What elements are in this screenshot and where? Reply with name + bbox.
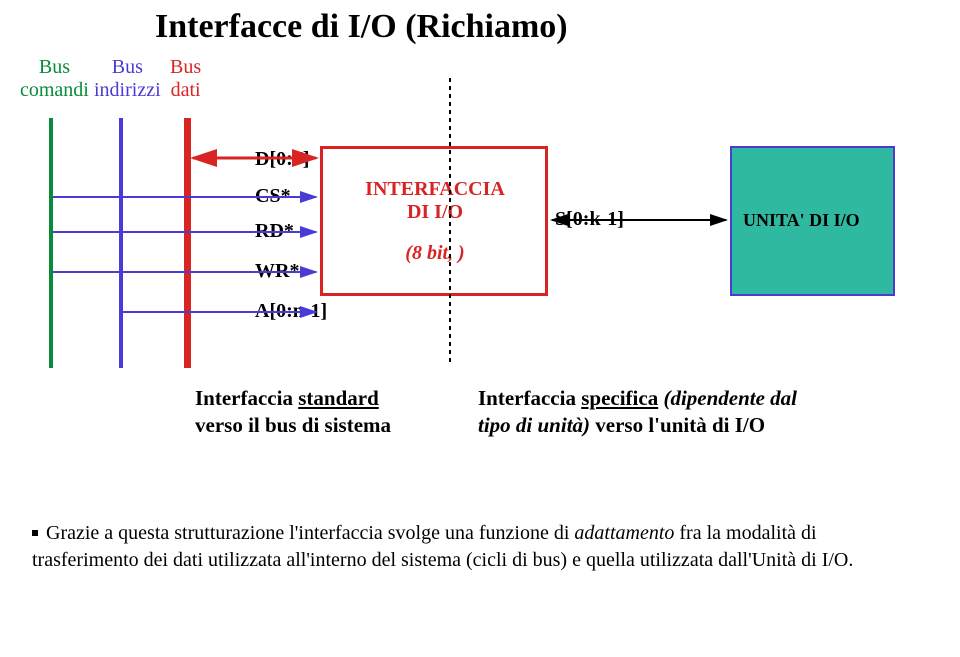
bus-bar-comandi [49,118,53,368]
bus-label-dati: Bus dati [170,56,201,102]
right-description: Interfaccia specifica (dipendente dal ti… [478,385,797,440]
right-desc-l2-ital: tipo di unità) [478,413,590,437]
bullet-paragraph: Grazie a questa strutturazione l'interfa… [32,520,928,574]
signal-wr: WR* [255,260,299,283]
right-desc-ital: (dipendente dal [658,386,797,410]
signal-rd: RD* [255,220,294,243]
bullet-pre: Grazie a questa strutturazione l'interfa… [46,522,574,544]
bus-label-indirizzi-l2: indirizzi [94,79,161,102]
signal-s: S[0:k-1] [555,208,624,231]
right-desc-ul: specifica [581,386,658,410]
bus-bar-indirizzi [119,118,123,368]
bus-label-comandi: Bus comandi [20,56,89,102]
bus-label-comandi-l2: comandi [20,79,89,102]
bullet-ital: adattamento [574,522,674,544]
left-desc-line2: verso il bus di sistema [195,413,391,437]
iface-line3: (8 bit, ) [350,242,520,265]
iface-line1: INTERFACCIA [350,178,520,201]
left-desc-plain: Interfaccia [195,386,298,410]
left-description: Interfaccia standard verso il bus di sis… [195,385,391,440]
right-desc-l2-plain: verso l'unità di I/O [590,413,765,437]
signal-cs: CS* [255,185,291,208]
bus-bar-dati [184,118,191,368]
right-desc-plain: Interfaccia [478,386,581,410]
bullet-dot-icon [32,530,38,536]
bus-label-indirizzi-l1: Bus [94,56,161,79]
signal-a: A[0:n-1] [255,300,327,323]
bus-label-comandi-l1: Bus [20,56,89,79]
bus-label-indirizzi: Bus indirizzi [94,56,161,102]
interface-box-text: INTERFACCIA DI I/O (8 bit, ) [350,178,520,265]
left-desc-ul: standard [298,386,379,410]
bus-label-dati-l2: dati [170,79,201,102]
iface-line2: DI I/O [350,201,520,224]
bus-label-dati-l1: Bus [170,56,201,79]
page-title: Interfacce di I/O (Richiamo) [155,8,568,46]
unit-box-text: UNITA' DI I/O [743,210,860,231]
signal-d: D[0:7] [255,148,309,171]
